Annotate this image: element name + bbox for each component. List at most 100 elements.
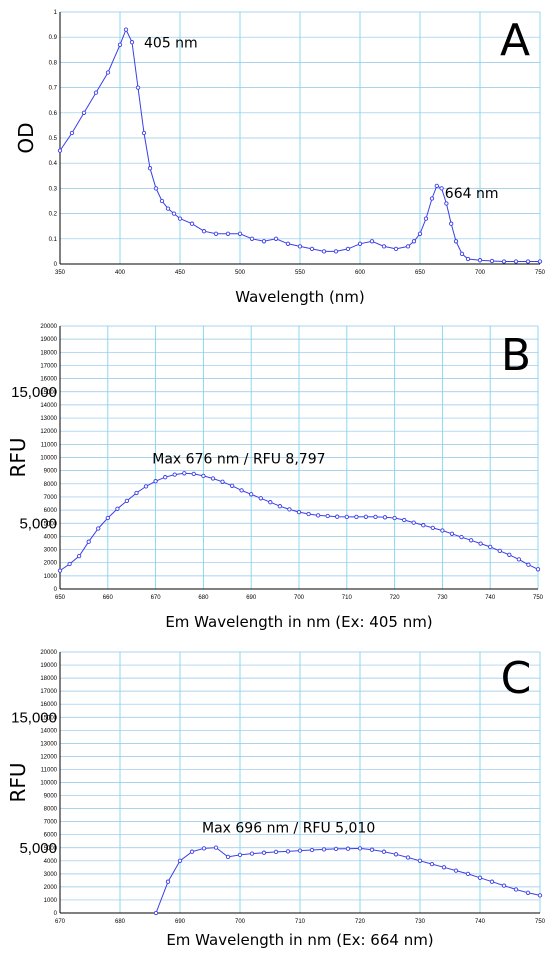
data-point <box>373 514 378 520</box>
y-tick-label: 8000 <box>44 807 58 813</box>
y-major-label: 5,000 <box>19 515 57 532</box>
data-point <box>513 259 519 264</box>
x-tick-label: 750 <box>535 270 546 276</box>
y-tick-label: 19000 <box>40 663 57 669</box>
data-point <box>213 231 219 236</box>
x-tick-label: 660 <box>103 595 114 601</box>
y-tick-label: 0.7 <box>49 86 58 92</box>
data-point <box>76 553 82 559</box>
data-point <box>444 201 449 206</box>
y-tick-label: 14000 <box>40 728 57 734</box>
data-point <box>405 855 411 860</box>
data-point <box>273 236 279 241</box>
y-tick-label: 2000 <box>44 885 58 891</box>
y-axis-title: OD <box>14 122 38 153</box>
data-point <box>210 476 216 481</box>
y-tick-label: 20000 <box>40 324 57 330</box>
x-tick-label: 710 <box>342 595 353 601</box>
x-tick-label: 670 <box>151 595 162 601</box>
data-point <box>277 504 283 509</box>
y-tick-label: 0.6 <box>49 111 58 117</box>
y-tick-label: 12000 <box>40 754 57 760</box>
data-point <box>258 496 263 501</box>
data-point <box>402 517 407 523</box>
data-point <box>249 236 255 241</box>
data-point <box>453 868 459 873</box>
data-point <box>159 198 165 204</box>
y-tick-label: 0.3 <box>49 186 58 192</box>
data-point <box>459 251 465 257</box>
y-tick-label: 0.2 <box>49 212 58 218</box>
x-tick-label: 690 <box>246 595 257 601</box>
data-point <box>86 539 91 544</box>
y-major-label: 15,000 <box>11 384 57 401</box>
peak-annotation: Max 696 nm / RFU 5,010 <box>202 821 375 837</box>
y-tick-label: 0.4 <box>49 161 58 167</box>
data-point <box>525 259 531 264</box>
y-tick-label: 0.8 <box>49 60 58 66</box>
data-point <box>335 514 340 519</box>
data-point <box>507 552 512 557</box>
y-tick-label: 10000 <box>40 456 57 462</box>
data-point <box>526 562 531 567</box>
y-tick-label: 13000 <box>40 741 57 747</box>
y-tick-label: 0.9 <box>49 35 58 41</box>
data-point <box>225 854 231 860</box>
data-point <box>497 548 502 554</box>
peak-annotation: 405 nm <box>144 36 198 52</box>
panel-letter: A <box>500 15 530 66</box>
data-point <box>411 239 417 244</box>
x-axis-title: Em Wavelength in nm (Ex: 405 nm) <box>165 613 432 631</box>
y-tick-label: 15000 <box>40 390 57 396</box>
data-point <box>405 244 411 249</box>
data-point <box>124 498 130 504</box>
y-tick-label: 11000 <box>41 442 58 448</box>
data-point <box>363 514 369 519</box>
x-tick-label: 650 <box>415 270 426 276</box>
x-tick-label: 680 <box>198 595 209 601</box>
y-tick-label: 0 <box>54 262 58 268</box>
data-point <box>123 27 129 32</box>
data-point <box>501 883 507 888</box>
y-tick-label: 2000 <box>44 561 58 567</box>
data-point <box>117 42 123 47</box>
y-major-label: 15,000 <box>11 709 57 726</box>
data-point <box>201 229 207 234</box>
data-point <box>345 246 351 252</box>
data-point <box>153 186 159 191</box>
data-point <box>115 506 120 511</box>
peak-annotation: 664 nm <box>445 186 499 202</box>
data-point <box>516 557 522 562</box>
data-point <box>261 239 267 244</box>
data-point <box>213 845 219 850</box>
data-point <box>177 216 183 221</box>
series-line <box>59 28 540 262</box>
y-tick-label: 3000 <box>44 548 58 554</box>
data-point <box>273 849 279 855</box>
data-point <box>285 241 291 246</box>
data-point <box>333 846 339 852</box>
x-tick-label: 730 <box>437 595 448 601</box>
data-point <box>177 858 183 863</box>
data-point <box>315 513 321 518</box>
data-point <box>453 239 459 244</box>
data-point <box>465 256 471 262</box>
data-point <box>501 259 507 264</box>
data-point <box>345 846 351 851</box>
data-point <box>147 166 153 171</box>
x-tick-label: 740 <box>485 595 496 601</box>
y-axis-title: RFU <box>6 762 30 802</box>
data-point <box>153 910 159 916</box>
data-point <box>477 875 483 880</box>
data-point <box>525 890 531 895</box>
y-tick-label: 18000 <box>40 676 57 682</box>
y-tick-label: 14000 <box>40 403 57 409</box>
data-point <box>382 515 388 520</box>
data-point <box>201 846 207 851</box>
data-point <box>105 515 110 521</box>
y-tick-label: 1000 <box>44 574 58 580</box>
chart-panel-b: 650 660 670 680 690 700 710 720 730 740 750 0 1000 20… <box>6 324 544 631</box>
chart-panel-c: 670 680 690 700 710 720 730 740 750 0 1000 2000 3000… <box>6 650 546 949</box>
data-point <box>392 515 397 521</box>
y-tick-label: 11000 <box>41 767 58 773</box>
